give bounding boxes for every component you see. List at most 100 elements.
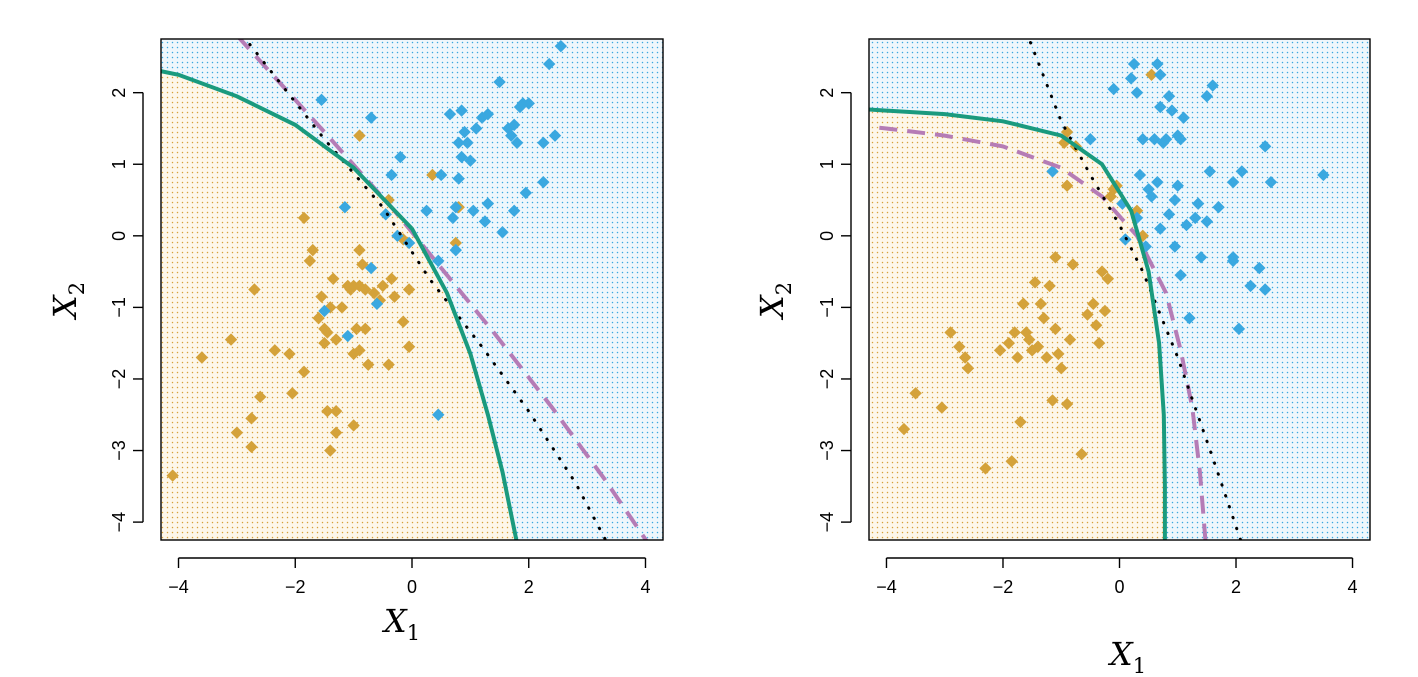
x-tick-label: 0 xyxy=(1114,577,1124,597)
y-tick-label: −3 xyxy=(817,440,837,461)
blue-diamond-point xyxy=(542,57,556,71)
blue-diamond-point xyxy=(461,136,474,149)
orange-diamond-point xyxy=(312,311,325,325)
blue-diamond-point xyxy=(1116,197,1129,210)
orange-diamond-point xyxy=(979,462,992,475)
blue-diamond-point xyxy=(1133,168,1147,182)
blue-diamond-point xyxy=(370,297,384,311)
blue-diamond-point xyxy=(385,168,398,182)
orange-diamond-point xyxy=(1060,179,1074,192)
blue-diamond-point xyxy=(432,408,445,421)
orange-diamond-point xyxy=(1017,297,1030,311)
orange-diamond-point xyxy=(315,290,328,303)
blue-diamond-point xyxy=(379,208,392,221)
orange-diamond-point xyxy=(362,358,375,371)
orange-diamond-point xyxy=(376,279,390,293)
orange-diamond-point xyxy=(953,340,966,353)
blue-diamond-point xyxy=(452,172,465,185)
y-tick-label: −3 xyxy=(109,440,129,461)
blue-diamond-point xyxy=(1084,133,1097,146)
orange-diamond-point xyxy=(1014,415,1027,429)
blue-diamond-point xyxy=(1200,90,1214,103)
blue-diamond-point xyxy=(1124,72,1138,85)
blue-diamond-point xyxy=(449,243,462,257)
orange-diamond-point xyxy=(324,444,337,457)
blue-diamond-point xyxy=(1046,165,1059,178)
orange-diamond-point xyxy=(935,401,949,414)
y-tick-label: −4 xyxy=(109,512,129,533)
orange-diamond-point xyxy=(897,422,911,436)
orange-diamond-point xyxy=(1063,333,1077,346)
orange-diamond-point xyxy=(1087,297,1100,311)
blue-diamond-point xyxy=(1174,268,1187,282)
orange-diamond-point xyxy=(297,365,311,379)
left-points xyxy=(166,39,568,482)
blue-diamond-point xyxy=(1145,190,1158,203)
orange-diamond-point xyxy=(353,129,366,142)
orange-diamond-point xyxy=(1002,336,1016,350)
right-y-axis: −4 −3 −2 −1 0 1 2 xyxy=(817,88,852,532)
blue-diamond-point xyxy=(1168,240,1182,253)
blue-diamond-point xyxy=(1165,104,1179,117)
orange-diamond-point xyxy=(388,290,401,303)
x-tick-label: 2 xyxy=(524,577,534,597)
blue-diamond-point xyxy=(1244,279,1257,293)
blue-diamond-point xyxy=(364,261,378,275)
orange-diamond-point xyxy=(1046,394,1059,407)
orange-diamond-point xyxy=(353,243,366,257)
orange-diamond-point xyxy=(329,426,343,439)
orange-diamond-point xyxy=(1060,125,1074,139)
orange-diamond-point xyxy=(321,404,334,418)
orange-diamond-point xyxy=(1089,319,1103,332)
orange-diamond-point xyxy=(248,283,261,296)
x-tick-label: 4 xyxy=(640,577,650,597)
orange-diamond-point xyxy=(385,272,398,285)
blue-diamond-point xyxy=(1168,193,1182,207)
blue-diamond-point xyxy=(481,197,495,210)
right-points xyxy=(897,57,1330,475)
y-tick-label: −1 xyxy=(109,297,129,318)
blue-diamond-point xyxy=(1317,168,1330,182)
orange-diamond-point xyxy=(1034,297,1048,311)
orange-diamond-point xyxy=(297,211,311,225)
blue-diamond-point xyxy=(402,236,416,250)
blue-diamond-point xyxy=(1194,251,1208,264)
orange-diamond-point xyxy=(1136,229,1150,243)
orange-diamond-point xyxy=(426,168,439,182)
blue-diamond-point xyxy=(432,254,445,268)
blue-diamond-point xyxy=(1232,322,1246,336)
blue-diamond-point xyxy=(1253,261,1266,275)
orange-diamond-point xyxy=(1060,397,1074,411)
blue-diamond-point xyxy=(1162,90,1176,103)
blue-diamond-point xyxy=(467,204,480,217)
right-x-axis: −4 −2 0 2 4 xyxy=(876,557,1358,597)
orange-diamond-point xyxy=(306,243,319,257)
blue-diamond-point xyxy=(458,125,471,139)
blue-diamond-point xyxy=(464,154,477,167)
blue-diamond-point xyxy=(446,211,460,225)
right-panel: −4 −2 0 2 4 −4 −3 −2 −1 0 1 2 X1 X2 xyxy=(753,38,1371,677)
orange-diamond-point xyxy=(359,322,372,336)
blue-diamond-point xyxy=(554,39,568,53)
orange-diamond-point xyxy=(1145,68,1158,81)
orange-diamond-point xyxy=(1104,190,1117,203)
y-tick-label: −2 xyxy=(817,369,837,390)
blue-diamond-point xyxy=(1206,79,1219,92)
orange-diamond-point xyxy=(1008,326,1021,339)
blue-diamond-point xyxy=(420,204,433,217)
orange-diamond-point xyxy=(286,387,299,400)
blue-diamond-point xyxy=(1154,100,1167,114)
blue-diamond-point xyxy=(510,136,524,149)
orange-diamond-point xyxy=(1011,351,1024,364)
x-tick-label: 4 xyxy=(1348,577,1358,597)
blue-diamond-point xyxy=(1212,200,1225,214)
y-tick-label: 1 xyxy=(817,159,837,169)
blue-diamond-point xyxy=(1107,82,1120,96)
orange-diamond-point xyxy=(326,272,340,285)
blue-diamond-point xyxy=(513,100,527,114)
blue-diamond-point xyxy=(1200,215,1214,228)
blue-diamond-point xyxy=(1177,111,1190,124)
blue-diamond-point xyxy=(548,129,562,142)
blue-diamond-point xyxy=(1136,133,1150,146)
left-frame xyxy=(160,38,664,541)
